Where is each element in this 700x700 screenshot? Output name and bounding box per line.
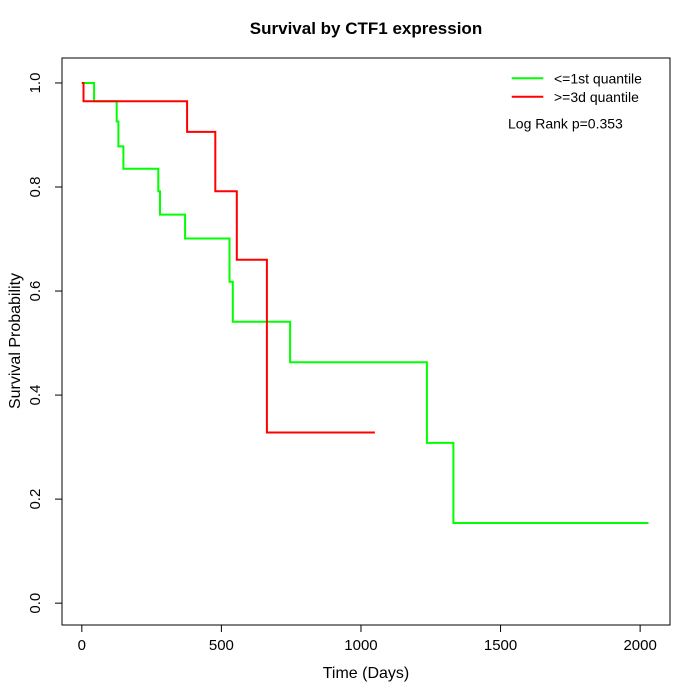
survival-curve-2 [81, 82, 375, 434]
y-tick-label: 0.0 [27, 593, 44, 614]
legend-label-series-1: <=1st quantile [554, 71, 642, 87]
plot-area: 0 500 1000 1500 2000 0.0 0.2 0.4 0.6 0.8 1.0 [27, 57, 671, 654]
y-axis-title: Survival Probability [7, 273, 24, 409]
x-tick-label: 500 [209, 637, 234, 654]
y-tick-label: 0.6 [27, 281, 44, 302]
legend: <=1st quantile >=3d quantile Log Rank p=… [508, 71, 642, 132]
survival-curve-1 [81, 82, 649, 524]
chart-title: Survival by CTF1 expression [250, 19, 482, 38]
plot-box [61, 57, 671, 626]
x-tick-label: 1000 [344, 637, 377, 654]
y-tick-label: 0.8 [27, 177, 44, 198]
x-tick-label: 0 [78, 637, 86, 654]
y-tick-label: 1.0 [27, 73, 44, 94]
x-tick-label: 2000 [623, 637, 656, 654]
x-tick-label: 1500 [484, 637, 517, 654]
x-axis-title: Time (Days) [323, 665, 410, 682]
log-rank-annotation: Log Rank p=0.353 [508, 116, 623, 132]
legend-label-series-2: >=3d quantile [554, 89, 639, 105]
y-tick-label: 0.4 [27, 385, 44, 406]
y-tick-label: 0.2 [27, 489, 44, 510]
